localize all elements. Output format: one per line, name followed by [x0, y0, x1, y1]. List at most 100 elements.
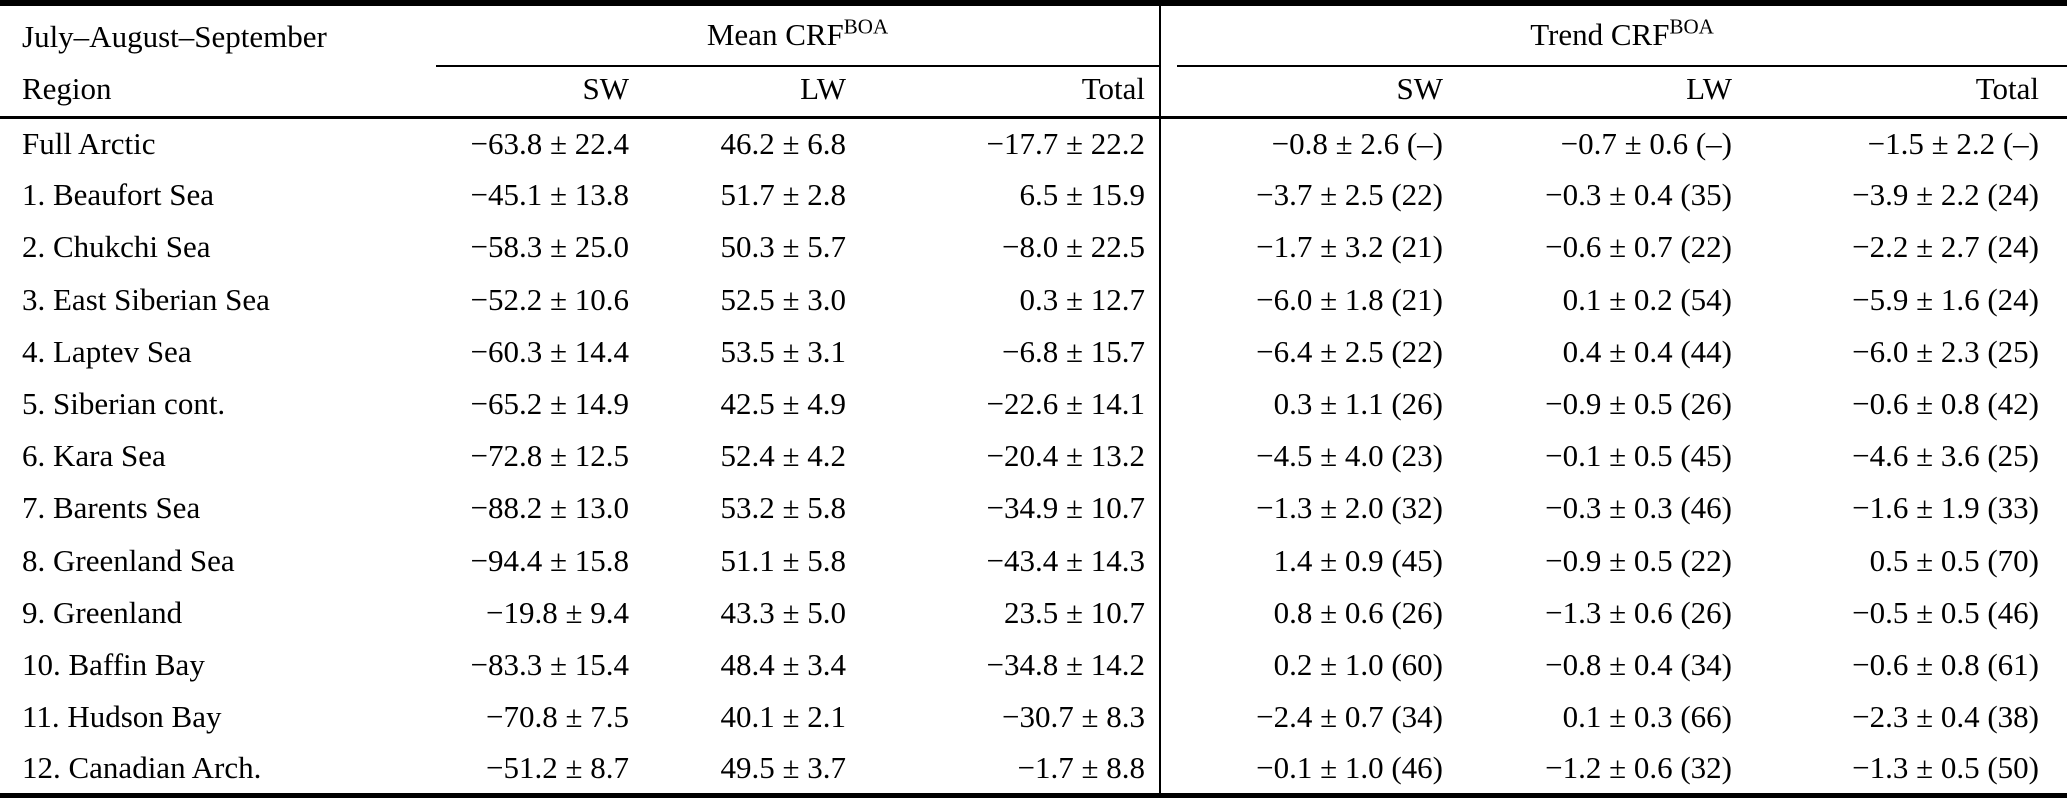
table-row: 1. Beaufort Sea −45.1 ± 13.8 51.7 ± 2.8 …	[0, 169, 2067, 222]
trend-total-cell: −1.5 ± 2.2 (–)	[1867, 125, 2040, 161]
mean-total-cell: −6.8 ± 15.7	[1002, 333, 1146, 369]
trend-sw-header: SW	[1159, 67, 1456, 119]
trend-total-cell: −2.2 ± 2.7 (24)	[1852, 229, 2040, 265]
trend-lw-cell: −0.3 ± 0.3 (46)	[1545, 490, 1733, 526]
region-cell: 7. Barents Sea	[22, 490, 201, 526]
period-label: July–August–September	[22, 18, 327, 54]
trend-sw-cell: −6.4 ± 2.5 (22)	[1159, 325, 1456, 378]
trend-lw-header: LW	[1455, 67, 1741, 119]
column-header-row: Region SW LW Total SW LW Total	[0, 67, 2067, 119]
trend-sw-cell: −0.8 ± 2.6 (–)	[1159, 117, 1456, 170]
trend-sw-cell: 0.8 ± 0.6 (26)	[1159, 586, 1456, 639]
trend-lw-cell: 0.1 ± 0.3 (66)	[1562, 699, 1733, 735]
trend-total-cell: −1.3 ± 0.5 (50)	[1852, 750, 2040, 786]
region-cell: 3. East Siberian Sea	[22, 281, 270, 317]
trend-total-header: Total	[1740, 67, 2067, 119]
trend-total-cell: −0.5 ± 0.5 (46)	[1852, 594, 2040, 630]
trend-total-cell: −2.3 ± 0.4 (38)	[1852, 699, 2040, 735]
trend-lw-cell: −0.8 ± 0.4 (34)	[1545, 646, 1733, 682]
table-row: 6. Kara Sea −72.8 ± 12.5 52.4 ± 4.2 −20.…	[0, 430, 2067, 483]
table-row: 11. Hudson Bay −70.8 ± 7.5 40.1 ± 2.1 −3…	[0, 691, 2067, 744]
trend-sw-cell: 1.4 ± 0.9 (45)	[1159, 534, 1456, 587]
trend-sw-cell: −2.4 ± 0.7 (34)	[1159, 691, 1456, 744]
table-row: 5. Siberian cont. −65.2 ± 14.9 42.5 ± 4.…	[0, 377, 2067, 431]
region-column-header: Region	[0, 67, 380, 119]
region-cell: 4. Laptev Sea	[22, 333, 192, 369]
mean-sw-cell: −72.8 ± 12.5	[470, 438, 630, 474]
region-cell: 11. Hudson Bay	[22, 699, 222, 735]
mean-total-cell: −22.6 ± 14.1	[986, 386, 1146, 422]
table-row: Full Arctic −63.8 ± 22.4 46.2 ± 6.8 −17.…	[0, 117, 2067, 170]
mean-sw-header: SW	[380, 67, 645, 119]
mean-group-superscript: BOA	[843, 14, 889, 39]
mean-group-title: Mean CRF	[706, 17, 844, 52]
mean-total-cell: −20.4 ± 13.2	[986, 438, 1146, 474]
trend-lw-cell: −0.9 ± 0.5 (26)	[1545, 386, 1733, 422]
trend-lw-cell: −0.7 ± 0.6 (–)	[1560, 125, 1733, 161]
trend-group-title: Trend CRF	[1530, 17, 1670, 52]
mean-total-cell: −30.7 ± 8.3	[1002, 699, 1146, 735]
trend-total-cell: −3.9 ± 2.2 (24)	[1852, 177, 2040, 213]
mean-total-cell: −8.0 ± 22.5	[1002, 229, 1146, 265]
mean-sw-cell: −94.4 ± 15.8	[470, 542, 630, 578]
mean-sw-cell: −19.8 ± 9.4	[486, 594, 629, 630]
mean-total-cell: −17.7 ± 22.2	[986, 125, 1146, 161]
table-row: 12. Canadian Arch. −51.2 ± 8.7 49.5 ± 3.…	[0, 743, 2067, 796]
mean-total-cell: 23.5 ± 10.7	[1004, 594, 1146, 630]
trend-total-cell: −1.6 ± 1.9 (33)	[1852, 490, 2040, 526]
trend-lw-cell: −0.6 ± 0.7 (22)	[1545, 229, 1733, 265]
trend-sw-cell: −1.3 ± 2.0 (32)	[1159, 482, 1456, 535]
mean-lw-cell: 52.5 ± 3.0	[720, 281, 846, 317]
table-row: 2. Chukchi Sea −58.3 ± 25.0 50.3 ± 5.7 −…	[0, 221, 2067, 274]
mean-total-cell: 0.3 ± 12.7	[1019, 281, 1146, 317]
mean-total-cell: 6.5 ± 15.9	[1019, 177, 1146, 213]
trend-lw-cell: −1.3 ± 0.6 (26)	[1545, 594, 1733, 630]
mean-total-cell: −43.4 ± 14.3	[986, 542, 1146, 578]
table-body: Full Arctic −63.8 ± 22.4 46.2 ± 6.8 −17.…	[0, 117, 2067, 796]
trend-sw-cell: −0.1 ± 1.0 (46)	[1159, 743, 1456, 796]
trend-sw-cell: 0.3 ± 1.1 (26)	[1159, 377, 1456, 431]
mean-total-header: Total	[860, 67, 1161, 119]
trend-total-cell: −0.6 ± 0.8 (61)	[1852, 646, 2040, 682]
mean-sw-cell: −52.2 ± 10.6	[470, 281, 630, 317]
mean-lw-cell: 53.5 ± 3.1	[720, 333, 846, 369]
trend-sw-cell: 0.2 ± 1.0 (60)	[1159, 638, 1456, 692]
mean-group-header: Mean CRFBOA	[380, 3, 1160, 67]
trend-lw-cell: −0.3 ± 0.4 (35)	[1545, 177, 1733, 213]
mean-lw-cell: 43.3 ± 5.0	[720, 594, 846, 630]
mean-total-cell: −1.7 ± 8.8	[1017, 750, 1146, 786]
group-header-row: July–August–September Mean CRFBOA Trend …	[0, 3, 2067, 67]
trend-total-cell: 0.5 ± 0.5 (70)	[1869, 542, 2040, 578]
trend-lw-cell: −1.2 ± 0.6 (32)	[1545, 750, 1733, 786]
region-cell: Full Arctic	[22, 125, 156, 161]
trend-sw-cell: −3.7 ± 2.5 (22)	[1159, 169, 1456, 222]
trend-total-cell: −0.6 ± 0.8 (42)	[1852, 386, 2040, 422]
mean-sw-cell: −51.2 ± 8.7	[486, 750, 629, 786]
region-cell: 1. Beaufort Sea	[22, 177, 214, 213]
mean-sw-cell: −70.8 ± 7.5	[486, 699, 629, 735]
trend-lw-cell: −0.1 ± 0.5 (45)	[1545, 438, 1733, 474]
mean-lw-cell: 46.2 ± 6.8	[720, 125, 846, 161]
trend-total-cell: −4.6 ± 3.6 (25)	[1852, 438, 2040, 474]
trend-group-superscript: BOA	[1669, 14, 1714, 39]
mean-lw-cell: 51.7 ± 2.8	[720, 177, 846, 213]
mean-total-cell: −34.8 ± 14.2	[986, 646, 1146, 682]
trend-lw-cell: 0.4 ± 0.4 (44)	[1562, 333, 1733, 369]
region-cell: 10. Baffin Bay	[22, 646, 205, 682]
mean-sw-cell: −65.2 ± 14.9	[470, 386, 630, 422]
mean-lw-cell: 42.5 ± 4.9	[720, 386, 846, 422]
region-cell: 5. Siberian cont.	[22, 386, 226, 422]
mean-sw-cell: −58.3 ± 25.0	[470, 229, 630, 265]
trend-total-cell: −5.9 ± 1.6 (24)	[1852, 281, 2040, 317]
mean-lw-cell: 51.1 ± 5.8	[720, 542, 846, 578]
table-row: 9. Greenland −19.8 ± 9.4 43.3 ± 5.0 23.5…	[0, 586, 2067, 639]
trend-group-header: Trend CRFBOA	[1159, 3, 2067, 67]
table-row: 4. Laptev Sea −60.3 ± 14.4 53.5 ± 3.1 −6…	[0, 325, 2067, 378]
mean-total-cell: −34.9 ± 10.7	[986, 490, 1146, 526]
region-cell: 12. Canadian Arch.	[22, 750, 262, 786]
mean-lw-header: LW	[645, 67, 860, 119]
table-row: 3. East Siberian Sea −52.2 ± 10.6 52.5 ±…	[0, 273, 2067, 326]
mean-sw-cell: −45.1 ± 13.8	[470, 177, 630, 213]
